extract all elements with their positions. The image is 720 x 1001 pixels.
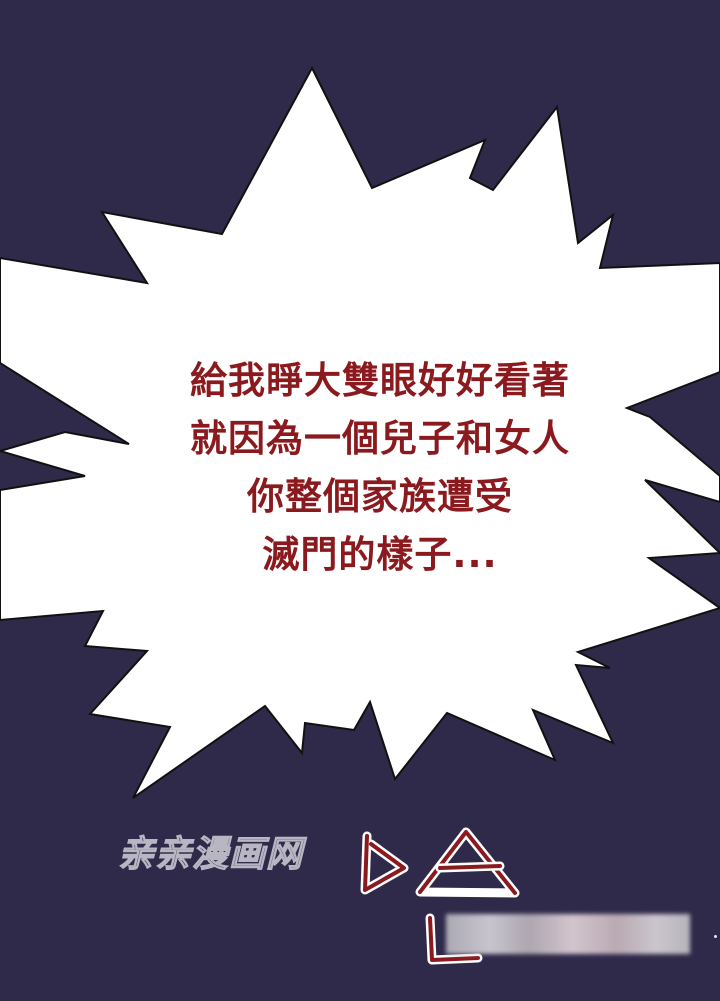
site-watermark: 亲亲漫画网 — [117, 833, 304, 875]
shout-burst-bubble — [0, 65, 720, 799]
speech-line-3: 你整個家族遭受 — [247, 475, 513, 518]
speech-text: 給我睜大雙眼好好看著 就因為一個兒子和女人 你整個家族遭受 滅門的樣子... — [150, 352, 610, 584]
speech-line-4: 滅門的樣子... — [262, 533, 498, 576]
speech-line-2: 就因為一個兒子和女人 — [190, 417, 570, 460]
corner-dot — [714, 935, 717, 938]
speech-line-1: 給我睜大雙眼好好看著 — [190, 359, 570, 402]
sound-effect-lettering — [360, 827, 520, 965]
blurred-censor-bar — [446, 914, 690, 954]
